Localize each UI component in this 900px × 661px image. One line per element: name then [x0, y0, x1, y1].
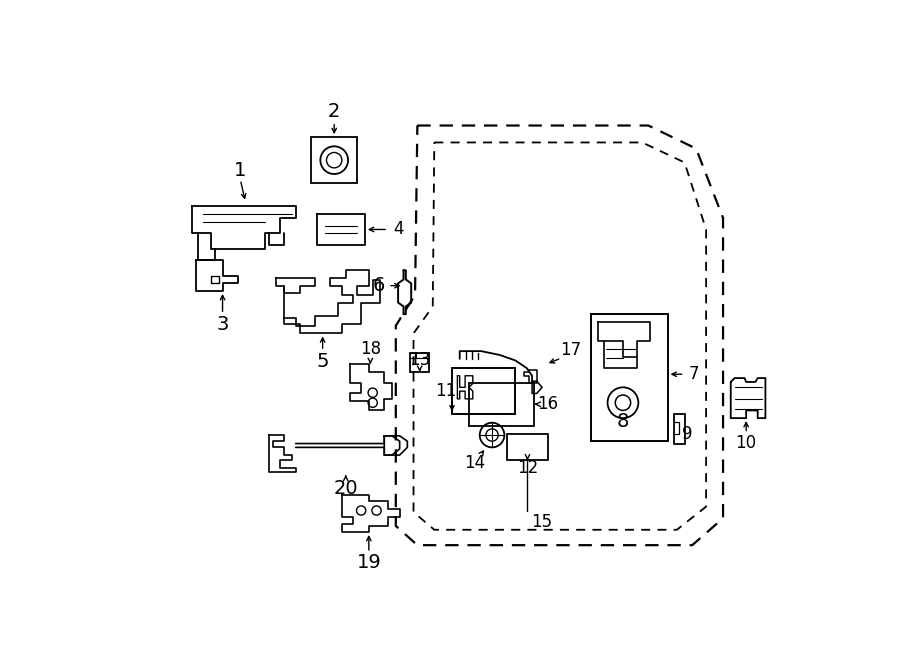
Text: 13: 13	[409, 352, 430, 369]
Bar	[508, 434, 548, 461]
Bar	[452, 368, 515, 414]
Text: 11: 11	[436, 382, 456, 400]
Text: 2: 2	[328, 102, 340, 121]
Text: 15: 15	[532, 513, 553, 531]
Text: 7: 7	[688, 366, 699, 383]
Text: 17: 17	[560, 341, 581, 360]
Text: 6: 6	[373, 276, 385, 295]
Text: 3: 3	[216, 315, 229, 334]
Text: 18: 18	[360, 340, 381, 358]
Text: 9: 9	[681, 424, 692, 442]
Text: 4: 4	[393, 221, 403, 239]
Text: 5: 5	[317, 352, 328, 371]
Bar	[590, 314, 668, 442]
Text: 8: 8	[616, 412, 629, 432]
Text: 10: 10	[735, 434, 757, 451]
Bar	[469, 383, 535, 426]
Bar	[410, 353, 429, 372]
Text: 19: 19	[356, 553, 382, 572]
Text: 14: 14	[464, 454, 486, 472]
Text: 20: 20	[333, 479, 358, 498]
Text: 12: 12	[517, 459, 538, 477]
Text: 16: 16	[537, 395, 558, 413]
Bar	[311, 137, 357, 183]
Text: 1: 1	[234, 161, 247, 180]
Bar	[674, 414, 685, 444]
